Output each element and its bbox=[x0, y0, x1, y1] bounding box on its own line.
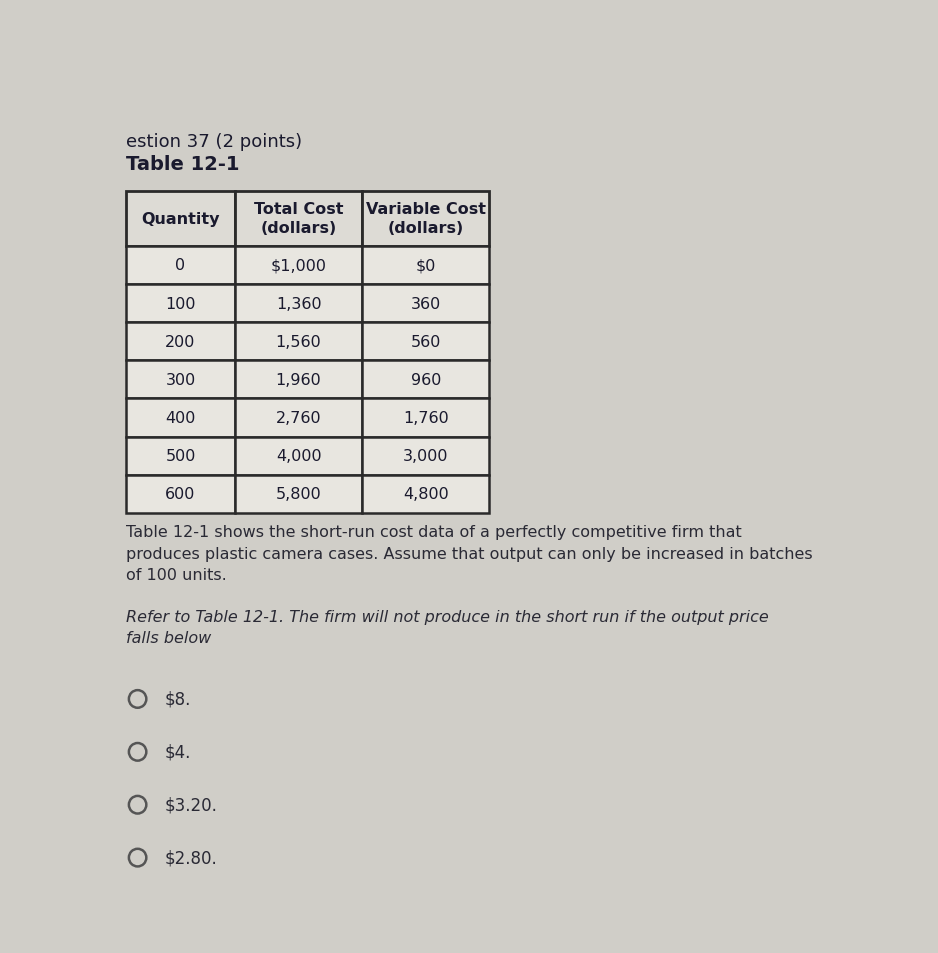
Bar bbox=[126, 399, 235, 437]
Text: Quantity: Quantity bbox=[142, 212, 219, 227]
Bar bbox=[362, 437, 490, 476]
Ellipse shape bbox=[129, 743, 146, 760]
Bar bbox=[235, 285, 362, 323]
Text: $1,000: $1,000 bbox=[271, 258, 326, 273]
Text: 3,000: 3,000 bbox=[403, 449, 448, 464]
Text: 0: 0 bbox=[175, 258, 186, 273]
Bar bbox=[235, 437, 362, 476]
Ellipse shape bbox=[129, 849, 146, 866]
Bar bbox=[362, 399, 490, 437]
Bar bbox=[235, 361, 362, 399]
Bar bbox=[235, 247, 362, 285]
Text: 360: 360 bbox=[411, 296, 441, 312]
Text: $8.: $8. bbox=[164, 690, 190, 708]
Bar bbox=[126, 323, 235, 361]
Text: $4.: $4. bbox=[164, 743, 190, 761]
Text: $0: $0 bbox=[416, 258, 436, 273]
Text: 4,000: 4,000 bbox=[276, 449, 322, 464]
Text: 500: 500 bbox=[165, 449, 196, 464]
Text: Table 12-1 shows the short-run cost data of a perfectly competitive firm that
pr: Table 12-1 shows the short-run cost data… bbox=[126, 524, 812, 582]
Text: 560: 560 bbox=[411, 335, 441, 350]
Text: 4,800: 4,800 bbox=[403, 487, 448, 502]
Text: Refer to Table 12-1. The firm will not produce in the short run if the output pr: Refer to Table 12-1. The firm will not p… bbox=[126, 609, 769, 645]
Ellipse shape bbox=[129, 690, 146, 708]
Text: estion 37 (2 points): estion 37 (2 points) bbox=[126, 132, 302, 151]
Text: Variable Cost
(dollars): Variable Cost (dollars) bbox=[366, 202, 486, 235]
Text: 300: 300 bbox=[165, 373, 196, 388]
Text: Table 12-1: Table 12-1 bbox=[126, 154, 239, 173]
Bar bbox=[362, 476, 490, 514]
Bar bbox=[235, 476, 362, 514]
Bar bbox=[126, 476, 235, 514]
Bar bbox=[235, 192, 362, 247]
Bar bbox=[362, 323, 490, 361]
Text: 1,560: 1,560 bbox=[276, 335, 322, 350]
Bar bbox=[235, 323, 362, 361]
Text: 1,960: 1,960 bbox=[276, 373, 322, 388]
Text: 5,800: 5,800 bbox=[276, 487, 322, 502]
Text: 960: 960 bbox=[411, 373, 441, 388]
Text: 200: 200 bbox=[165, 335, 196, 350]
Bar bbox=[126, 285, 235, 323]
Text: $3.20.: $3.20. bbox=[164, 796, 218, 814]
Text: Total Cost
(dollars): Total Cost (dollars) bbox=[254, 202, 343, 235]
Text: $2.80.: $2.80. bbox=[164, 849, 218, 866]
Bar bbox=[126, 247, 235, 285]
Bar bbox=[126, 437, 235, 476]
Bar bbox=[126, 361, 235, 399]
Bar bbox=[362, 361, 490, 399]
Bar bbox=[126, 192, 235, 247]
Bar bbox=[235, 399, 362, 437]
Text: 600: 600 bbox=[165, 487, 196, 502]
Text: 2,760: 2,760 bbox=[276, 411, 322, 426]
Bar bbox=[362, 247, 490, 285]
Text: 400: 400 bbox=[165, 411, 196, 426]
Text: 100: 100 bbox=[165, 296, 196, 312]
Ellipse shape bbox=[129, 796, 146, 814]
Bar bbox=[362, 285, 490, 323]
Bar bbox=[362, 192, 490, 247]
Text: 1,360: 1,360 bbox=[276, 296, 322, 312]
Text: 1,760: 1,760 bbox=[403, 411, 448, 426]
